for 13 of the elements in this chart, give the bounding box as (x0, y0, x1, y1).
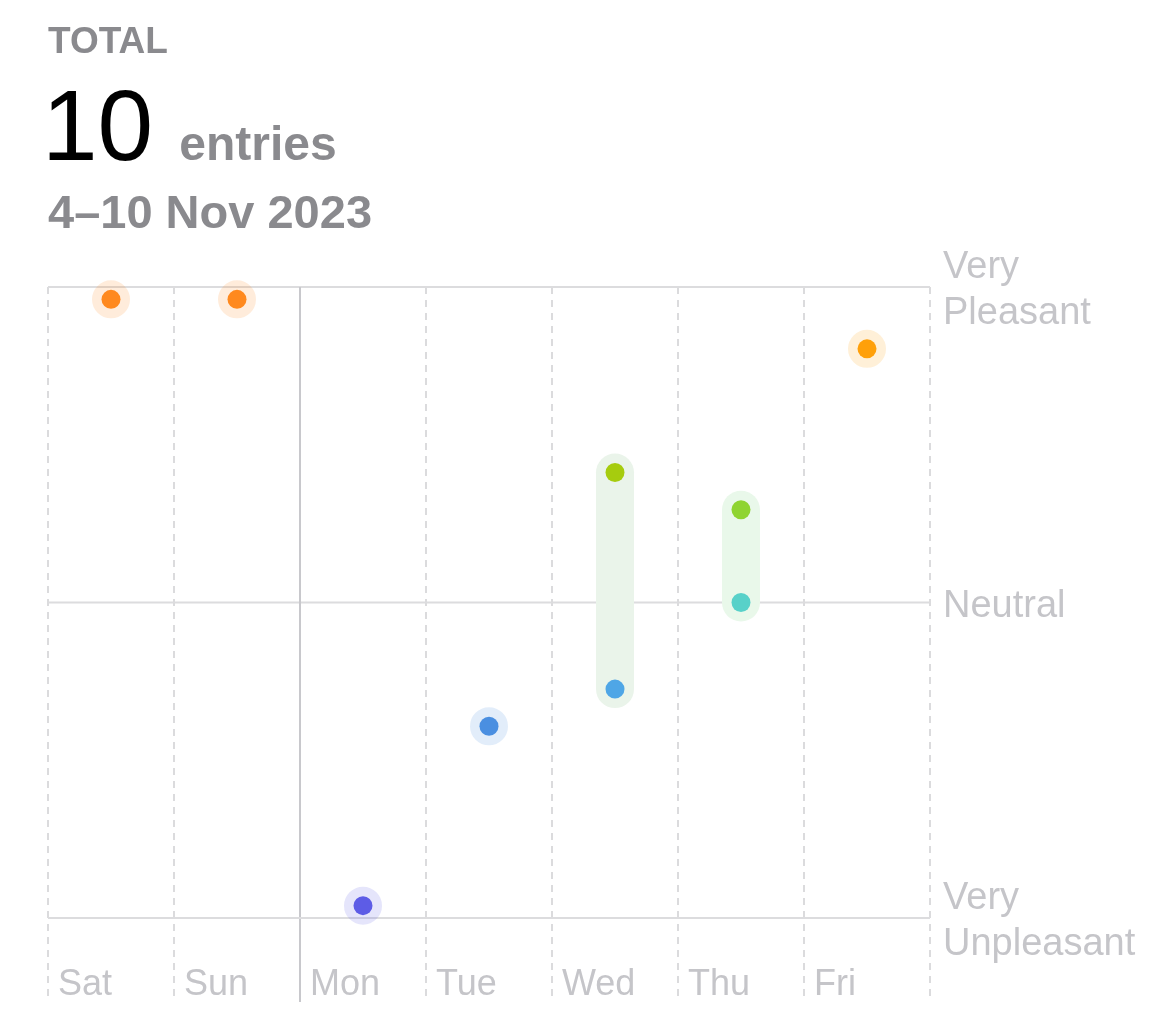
chart-title: TOTAL (48, 20, 168, 61)
x-tick-label: Sun (184, 962, 249, 1003)
x-tick-label: Sat (58, 962, 113, 1003)
ref-line-label: Neutral (943, 582, 1066, 625)
x-tick-label: Thu (688, 962, 751, 1003)
x-tick-label: Wed (562, 962, 636, 1003)
text: Very Unpleasant (943, 875, 1136, 963)
chart-subtitle: 10 entries (42, 69, 337, 181)
x-tick-label: Tue (436, 962, 497, 1003)
text: 4–10 Nov 2023 (48, 185, 373, 238)
x-tick-label: Mon (310, 962, 381, 1003)
x-tick-label: Fri (814, 962, 856, 1003)
ref-line-label: Very Pleasant (943, 244, 1092, 332)
